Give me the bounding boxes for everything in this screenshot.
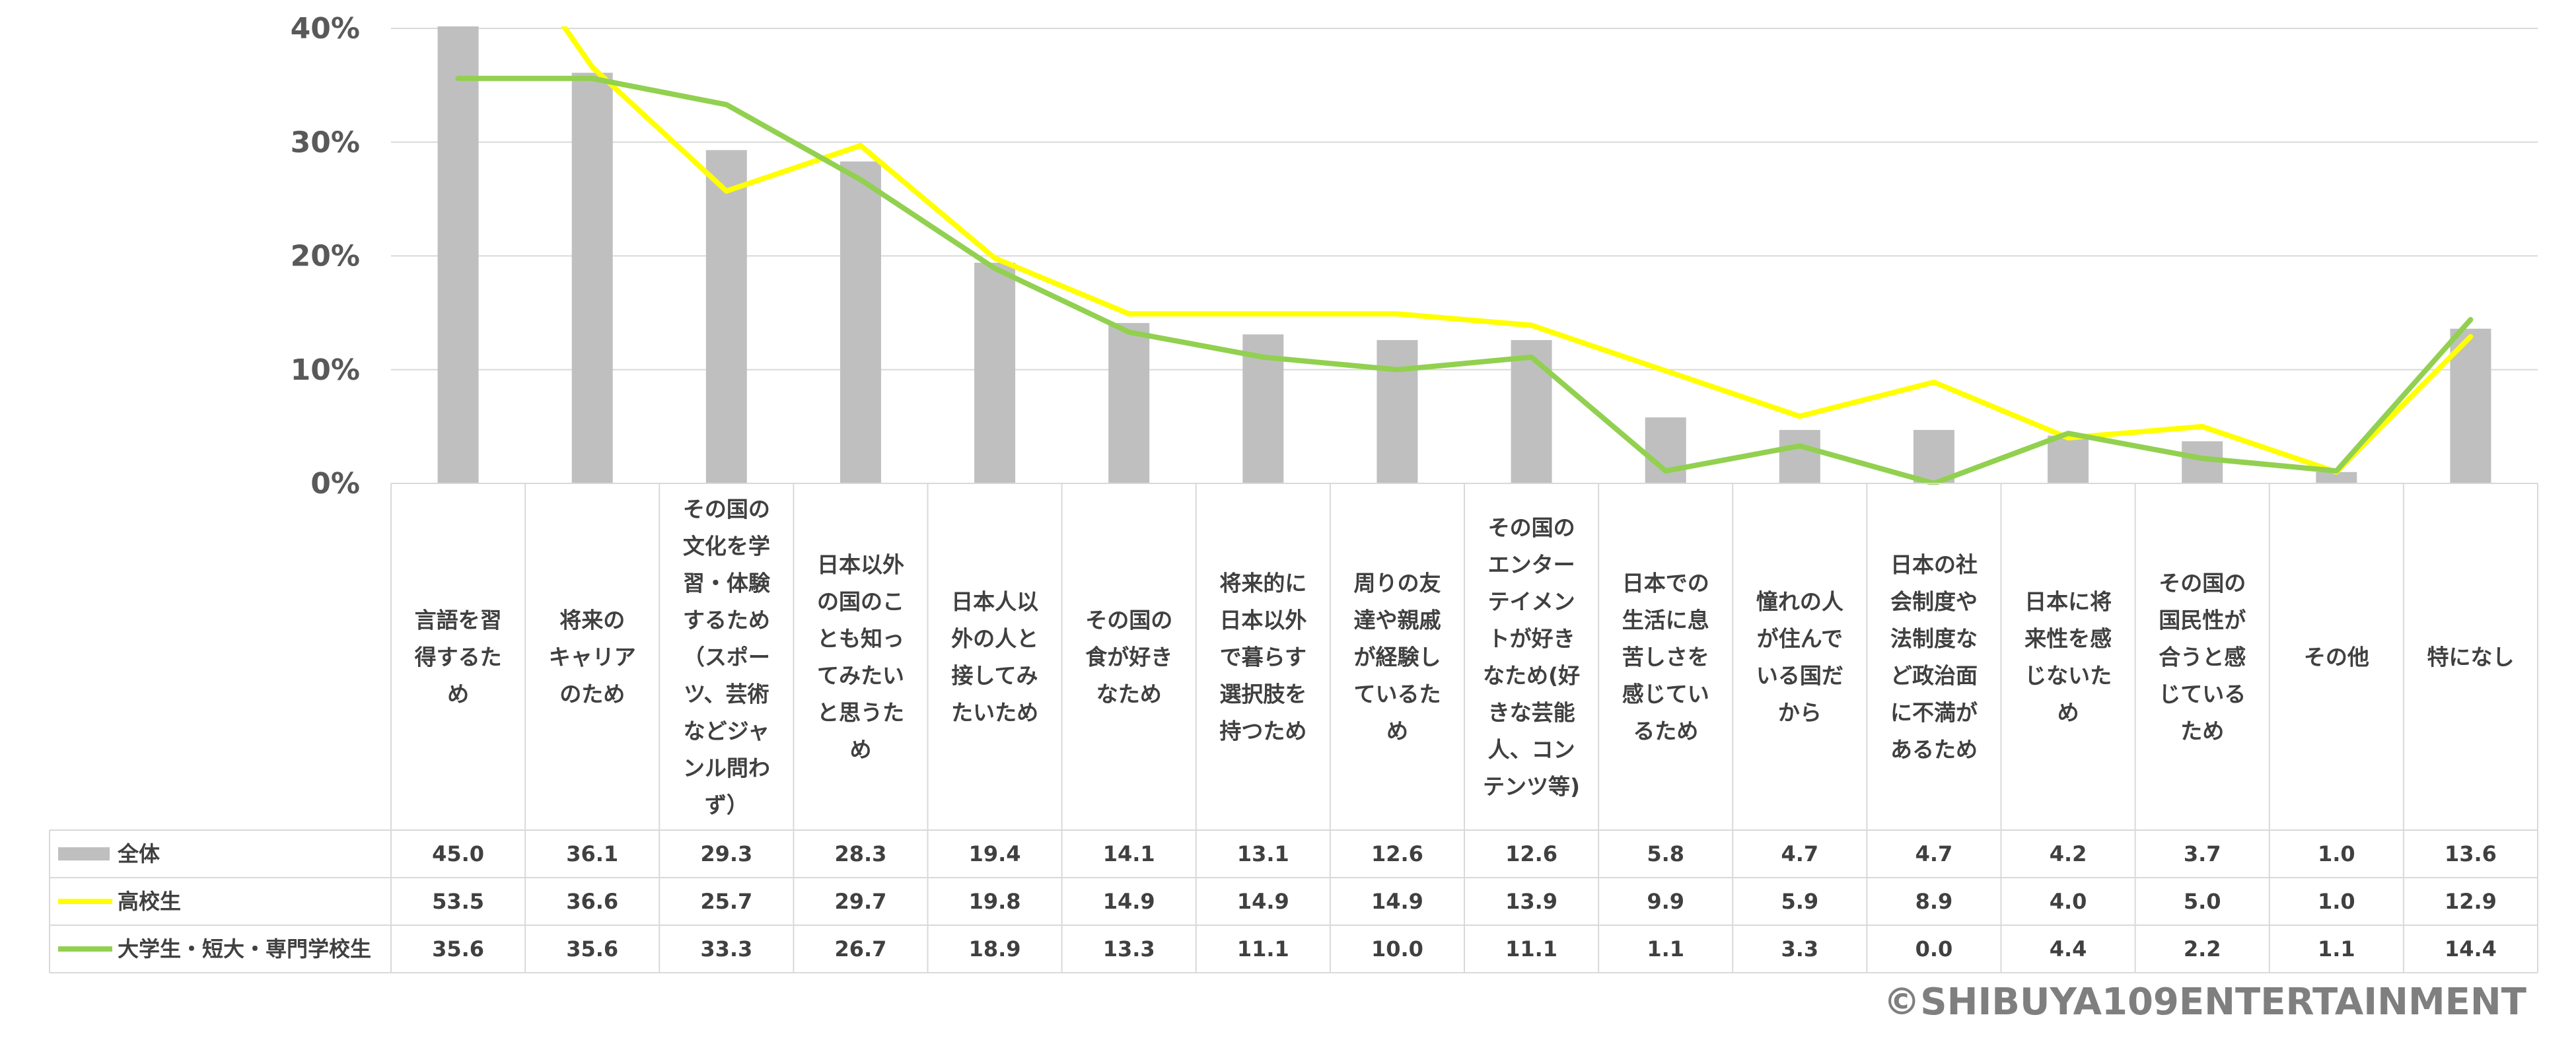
data-label: 9.9 — [1647, 889, 1684, 914]
category-label: 将来のキャリアのため — [549, 608, 636, 707]
category-label: その国の食が好きなため — [1085, 608, 1172, 707]
category-label: その国の国民性が合うと感じているため — [2159, 571, 2246, 744]
data-label: 36.1 — [566, 841, 618, 866]
data-label: 4.0 — [2050, 889, 2087, 914]
bar — [437, 26, 479, 483]
category-label: 日本の社会制度や法制度など政治面に不満があるため — [1890, 552, 1978, 763]
bar — [1779, 430, 1820, 483]
data-label: 13.1 — [1237, 841, 1289, 866]
legend-label: 高校生 — [118, 889, 181, 914]
data-label: 3.3 — [1781, 936, 1818, 962]
category-label: 日本に将来性を感じないため — [2024, 589, 2112, 726]
data-label: 0.0 — [1915, 936, 1953, 962]
category-label: その国の文化を学習・体験するため（スポーツ、芸術などジャンル問わず） — [683, 497, 771, 818]
data-label: 11.1 — [1237, 936, 1289, 962]
bar — [1108, 323, 1150, 483]
data-label: 29.3 — [700, 841, 752, 866]
data-label: 12.6 — [1505, 841, 1557, 866]
data-label: 5.9 — [1781, 889, 1818, 914]
lines — [455, 26, 2474, 485]
data-label: 14.1 — [1103, 841, 1155, 866]
data-label: 12.9 — [2445, 889, 2497, 914]
bar — [2182, 441, 2223, 483]
category-label: 日本人以外の人と接してみたいため — [951, 589, 1038, 726]
y-tick-label: 0% — [310, 467, 360, 501]
data-label: 13.9 — [1505, 889, 1557, 914]
data-label: 36.6 — [566, 889, 618, 914]
data-label: 10.0 — [1371, 936, 1423, 962]
data-label: 4.4 — [2050, 936, 2087, 962]
bar — [974, 262, 1016, 483]
data-label: 12.6 — [1371, 841, 1423, 866]
data-label: 1.0 — [2318, 841, 2355, 866]
data-label: 18.9 — [969, 936, 1021, 962]
category-label: 周りの友達や親戚が経験しているため — [1353, 571, 1441, 744]
bar — [705, 150, 747, 483]
legend-key-bar — [58, 847, 110, 860]
bar — [2316, 472, 2357, 483]
data-label: 25.7 — [700, 889, 752, 914]
bar — [2048, 435, 2089, 483]
data-label: 1.1 — [1647, 936, 1684, 962]
data-label: 14.4 — [2445, 936, 2497, 962]
data-table: 言語を習得するため将来のキャリアのためその国の文化を学習・体験するため（スポーツ… — [49, 483, 2538, 973]
data-label: 4.7 — [1915, 841, 1953, 866]
data-label: 4.7 — [1781, 841, 1818, 866]
y-tick-label: 30% — [291, 125, 360, 159]
data-label: 28.3 — [834, 841, 886, 866]
data-label: 1.0 — [2318, 889, 2355, 914]
y-axis: 0% 10% 20% 30% 40% — [291, 12, 360, 501]
gridlines — [391, 28, 2538, 370]
data-label: 5.8 — [1647, 841, 1684, 866]
data-label: 3.7 — [2184, 841, 2221, 866]
category-label: 言語を習得するため — [414, 608, 502, 707]
data-label: 53.5 — [432, 889, 484, 914]
data-label: 19.4 — [969, 841, 1021, 866]
data-label: 35.6 — [432, 936, 484, 962]
y-tick-label: 10% — [291, 353, 360, 387]
bars — [437, 26, 2491, 484]
bar — [1377, 339, 1418, 483]
legend-label: 大学生・短大・専門学校生 — [118, 936, 371, 962]
bar — [571, 73, 613, 484]
legend-label: 全体 — [117, 841, 160, 866]
bar — [840, 161, 881, 483]
data-label: 5.0 — [2184, 889, 2221, 914]
category-label: 日本以外の国のことも知ってみたいと思うため — [817, 552, 904, 763]
bar — [2450, 328, 2491, 483]
data-label: 14.9 — [1237, 889, 1289, 914]
data-label: 35.6 — [566, 936, 618, 962]
y-tick-label: 40% — [291, 12, 360, 46]
data-label: 33.3 — [700, 936, 752, 962]
category-label: その他 — [2304, 645, 2369, 670]
data-label: 14.9 — [1103, 889, 1155, 914]
data-label: 13.3 — [1103, 936, 1155, 962]
data-label: 8.9 — [1915, 889, 1953, 914]
data-label: 29.7 — [834, 889, 886, 914]
data-label: 11.1 — [1505, 936, 1557, 962]
series-line — [455, 75, 2474, 485]
category-label: その国のエンターテイメントが好きなため(好きな芸能人、コンテンツ等) — [1483, 515, 1580, 800]
data-label: 26.7 — [834, 936, 886, 962]
category-label: 将来的に日本以外で暮らす選択肢を持つため — [1219, 571, 1306, 744]
copyright-text: ©SHIBUYA109ENTERTAINMENT — [1883, 981, 2526, 1024]
data-label: 1.1 — [2318, 936, 2355, 962]
data-label: 45.0 — [432, 841, 484, 866]
category-label: 特になし — [2427, 645, 2514, 670]
data-label: 14.9 — [1371, 889, 1423, 914]
y-tick-label: 20% — [291, 240, 360, 273]
category-label: 日本での生活に息苦しさを感じているため — [1622, 571, 1709, 744]
bar — [1913, 430, 1954, 483]
data-label: 2.2 — [2184, 936, 2221, 962]
bar — [1511, 339, 1552, 483]
series-line — [560, 26, 2474, 475]
category-label: 憧れの人が住んでいる国だから — [1756, 589, 1843, 726]
data-label: 4.2 — [2050, 841, 2087, 866]
data-label: 19.8 — [969, 889, 1021, 914]
data-label: 13.6 — [2445, 841, 2497, 866]
